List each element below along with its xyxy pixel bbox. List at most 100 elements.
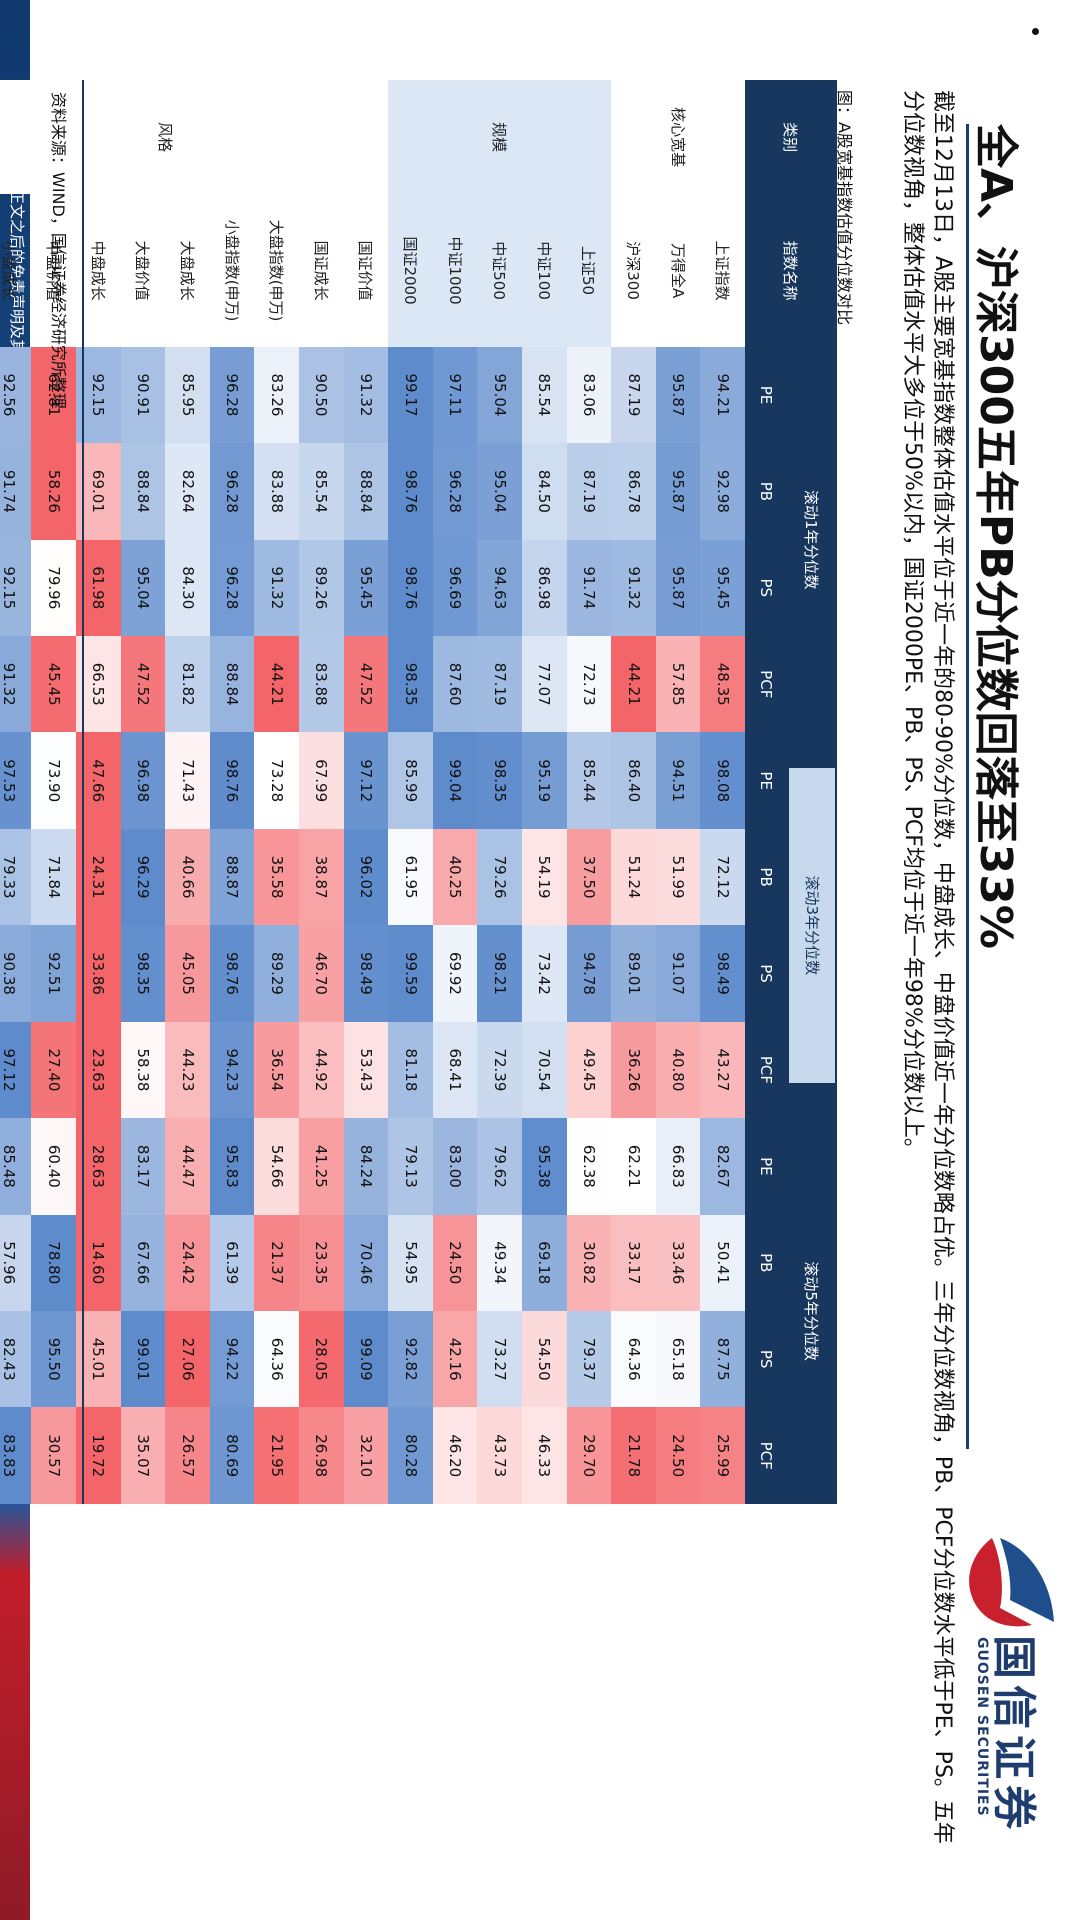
value-cell: 79.33: [0, 828, 32, 926]
value-cell: 36.54: [254, 1021, 300, 1119]
value-cell: 85.54: [299, 443, 344, 540]
value-cell: 89.01: [611, 925, 656, 1022]
value-cell: 78.80: [31, 1214, 77, 1311]
value-cell: 81.18: [388, 1021, 433, 1119]
value-cell: 79.37: [566, 1310, 612, 1408]
header-metric: PE: [745, 1118, 787, 1215]
value-cell: 32.10: [343, 1407, 389, 1504]
header-metric: PS: [745, 539, 787, 637]
value-cell: 40.66: [165, 828, 210, 926]
value-cell: 35.58: [254, 828, 300, 926]
value-cell: 87.19: [566, 443, 612, 540]
value-cell: 23.35: [299, 1214, 344, 1311]
logo-chinese-text: 国信证券: [988, 1635, 1039, 1835]
category-cell: 核心宽基: [611, 80, 745, 195]
value-cell: 58.38: [120, 1021, 166, 1119]
value-cell: 72.12: [700, 828, 745, 926]
header-metric: PCF: [745, 1021, 787, 1119]
value-cell: 73.90: [31, 732, 77, 829]
index-name-cell: 中证1000: [432, 194, 478, 347]
value-cell: 51.24: [611, 828, 656, 926]
value-cell: 21.78: [611, 1407, 656, 1504]
index-name-cell: 小盘指数(申万): [222, 219, 241, 322]
value-cell: 69.92: [432, 925, 478, 1022]
value-cell: 33.17: [611, 1214, 656, 1311]
table-bottom-rule: [82, 80, 84, 1504]
header-group-5y: 滚动5年分位数: [787, 1118, 837, 1504]
value-cell: 54.95: [388, 1214, 433, 1311]
value-cell: 85.54: [522, 346, 567, 444]
value-cell: 95.45: [700, 539, 745, 637]
value-cell: 42.16: [432, 1310, 478, 1408]
value-cell: 64.36: [254, 1310, 300, 1408]
value-cell: 87.19: [611, 346, 656, 444]
value-cell: 99.04: [432, 732, 478, 829]
category-cell: 规模: [388, 80, 612, 195]
value-cell: 43.27: [700, 1021, 745, 1119]
value-cell: 44.21: [611, 636, 656, 733]
value-cell: 83.26: [254, 346, 300, 444]
value-cell: 27.40: [31, 1021, 77, 1119]
value-cell: 96.98: [120, 732, 166, 829]
value-cell: 90.50: [299, 346, 344, 444]
value-cell: 54.66: [254, 1118, 300, 1215]
value-cell: 77.07: [522, 636, 567, 733]
table-row: 小盘指数(申万) 96.28 96.28 96.28 88.84 98.76 88.87 98…: [209, 80, 255, 1504]
value-cell: 54.19: [522, 828, 567, 926]
value-cell: 87.60: [432, 636, 478, 733]
value-cell: 98.76: [209, 732, 255, 829]
value-cell: 96.02: [343, 828, 389, 926]
value-cell: 98.21: [477, 925, 523, 1022]
index-name-cell: 上证指数: [713, 240, 732, 301]
table-row: 中证1000 97.11 96.28 96.69 87.60 99.04 40.25 69.9…: [432, 80, 478, 1504]
value-cell: 28.05: [299, 1310, 344, 1408]
value-cell: 64.36: [611, 1310, 656, 1408]
value-cell: 50.41: [700, 1214, 745, 1311]
value-cell: 91.74: [0, 443, 32, 540]
value-cell: 91.32: [611, 539, 656, 637]
value-cell: 81.82: [165, 636, 210, 733]
value-cell: 79.96: [31, 539, 77, 637]
value-cell: 98.76: [388, 539, 433, 637]
value-cell: 83.06: [566, 346, 612, 444]
value-cell: 47.52: [120, 636, 166, 733]
value-cell: 57.96: [0, 1214, 32, 1311]
header-metric: PS: [745, 1310, 787, 1408]
value-cell: 67.99: [299, 732, 344, 829]
value-cell: 26.98: [299, 1407, 344, 1504]
value-cell: 94.23: [209, 1021, 255, 1119]
valuation-table-wrapper: 类别 指数名称 滚动1年分位数 滚动3年分位数 滚动5年分位数 PE PB PS PC…: [0, 80, 837, 1504]
value-cell: 87.75: [700, 1310, 745, 1408]
value-cell: 84.50: [522, 443, 567, 540]
value-cell: 24.42: [165, 1214, 210, 1311]
value-cell: 86.98: [522, 539, 567, 637]
value-cell: 98.35: [120, 925, 166, 1022]
value-cell: 51.99: [655, 828, 701, 926]
value-cell: 73.28: [254, 732, 300, 829]
value-cell: 45.05: [165, 925, 210, 1022]
value-cell: 95.45: [343, 539, 389, 637]
value-cell: 98.35: [477, 732, 523, 829]
value-cell: 66.83: [655, 1118, 701, 1215]
value-cell: 29.70: [566, 1407, 612, 1504]
table-row: 中证500 95.04 95.04 94.63 87.19 98.35 79.26 98.21…: [477, 80, 523, 1504]
value-cell: 40.80: [655, 1021, 701, 1119]
value-cell: 71.84: [31, 828, 77, 926]
value-cell: 79.62: [477, 1118, 523, 1215]
value-cell: 94.78: [566, 925, 612, 1022]
value-cell: 44.47: [165, 1118, 210, 1215]
value-cell: 54.50: [522, 1310, 567, 1408]
value-cell: 95.87: [655, 539, 701, 637]
value-cell: 82.64: [165, 443, 210, 540]
index-name-cell: 大盘价值: [133, 240, 152, 301]
value-cell: 62.38: [566, 1118, 612, 1215]
header-metric: PE: [745, 346, 787, 444]
value-cell: 41.25: [299, 1118, 344, 1215]
value-cell: 83.88: [254, 443, 300, 540]
value-cell: 99.17: [388, 346, 433, 444]
table-row: 大盘指数(申万) 83.26 83.88 91.32 44.21 73.28 35.58 89…: [254, 80, 300, 1504]
value-cell: 97.12: [343, 732, 389, 829]
value-cell: 92.82: [388, 1310, 433, 1408]
value-cell: 37.50: [566, 828, 612, 926]
table-row: 中证100 85.54 84.50 86.98 77.07 95.19 54.19 73.42…: [522, 80, 567, 1504]
